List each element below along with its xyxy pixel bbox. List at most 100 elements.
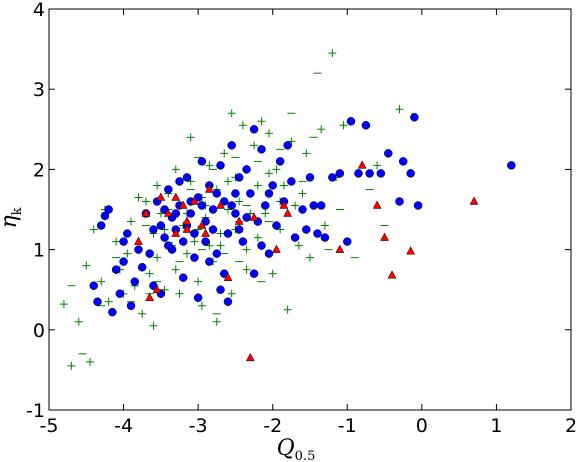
data-point-circle — [193, 293, 203, 302]
data-point-plus — [253, 181, 262, 190]
data-point-triangle — [249, 212, 259, 221]
data-point-plus — [145, 269, 154, 278]
data-point-circle — [261, 201, 270, 210]
data-point-circle — [413, 201, 423, 210]
data-point-circle — [328, 173, 337, 182]
data-point-circle — [264, 249, 274, 258]
data-point-plus — [395, 105, 404, 114]
data-point-circle — [335, 169, 345, 178]
data-point-circle — [197, 157, 207, 166]
data-point-circle — [164, 241, 173, 250]
data-point-triangle — [335, 244, 345, 253]
data-point-plus — [171, 165, 180, 174]
data-point-circle — [156, 221, 166, 230]
data-point-plus — [175, 289, 184, 298]
data-point-circle — [190, 229, 199, 238]
x-axis-label: Q0.5 — [277, 436, 316, 462]
data-point-plus — [205, 161, 214, 170]
data-point-circle — [126, 301, 136, 310]
data-point-plus — [216, 229, 225, 238]
data-point-circle — [354, 169, 363, 178]
data-point-circle — [108, 307, 117, 317]
data-point-circle — [100, 211, 110, 221]
data-point-circle — [287, 177, 296, 186]
y-tick-label: 1 — [33, 240, 45, 262]
data-point-triangle — [201, 228, 211, 237]
data-point-plus — [306, 253, 314, 262]
data-point-circle — [398, 157, 408, 166]
data-point-plus — [283, 305, 292, 314]
data-point-plus — [67, 361, 76, 370]
data-point-triangle — [223, 272, 233, 281]
data-point-plus — [235, 197, 244, 206]
data-point-circle — [234, 225, 244, 234]
data-point-plus — [317, 125, 326, 134]
data-point-plus — [302, 149, 311, 158]
data-point-circle — [249, 125, 259, 134]
data-point-circle — [231, 189, 240, 198]
data-point-plus — [104, 297, 113, 306]
x-tick-label: -4 — [114, 415, 133, 437]
data-point-plus — [153, 181, 162, 190]
data-point-plus — [112, 237, 121, 246]
data-point-plus — [220, 149, 229, 158]
data-point-circle — [246, 189, 255, 198]
data-point-triangle — [279, 200, 289, 209]
data-point-triangle — [189, 196, 199, 205]
data-point-circle — [212, 189, 222, 198]
data-point-circle — [272, 221, 281, 230]
data-point-circle — [134, 245, 143, 254]
x-tick-label: 0 — [416, 415, 428, 437]
data-point-plus — [294, 241, 303, 250]
data-point-circle — [507, 161, 516, 170]
data-point-circle — [268, 181, 277, 190]
data-point-triangle — [178, 200, 188, 209]
data-point-circle — [395, 197, 404, 206]
series-triangle — [134, 160, 479, 362]
data-point-circle — [205, 257, 214, 266]
data-point-circle — [223, 297, 233, 306]
data-point-circle — [197, 201, 207, 210]
data-point-plus — [127, 217, 136, 226]
data-point-plus — [141, 197, 150, 206]
data-point-plus — [250, 141, 259, 150]
data-point-circle — [164, 185, 173, 194]
data-point-circle — [186, 209, 195, 218]
data-point-plus — [261, 209, 270, 218]
data-point-circle — [182, 173, 192, 182]
data-point-circle — [343, 237, 352, 246]
data-point-triangle — [197, 220, 207, 229]
data-point-circle — [290, 233, 300, 242]
data-point-triangle — [141, 208, 151, 217]
data-point-circle — [275, 157, 285, 166]
data-point-circle — [361, 121, 371, 130]
data-point-plus — [264, 169, 273, 178]
data-point-plus — [238, 121, 247, 130]
data-point-triangle — [216, 200, 225, 209]
x-tick-label: -2 — [263, 415, 282, 437]
data-point-circle — [104, 205, 113, 214]
data-point-plus — [227, 289, 236, 298]
y-tick-label: -1 — [26, 400, 45, 422]
data-point-plus — [182, 249, 191, 258]
data-point-circle — [89, 281, 98, 290]
data-point-circle — [216, 161, 225, 170]
data-point-plus — [253, 233, 262, 242]
data-point-circle — [376, 169, 386, 178]
data-point-circle — [119, 257, 128, 266]
data-point-plus — [197, 301, 206, 310]
data-point-plus — [86, 357, 95, 366]
data-point-plus — [89, 225, 98, 234]
x-tick-label: 1 — [490, 415, 502, 437]
data-point-circle — [96, 221, 106, 230]
x-tick-label: -5 — [40, 415, 59, 437]
data-point-circle — [160, 233, 169, 242]
data-point-circle — [201, 237, 210, 246]
data-point-circle — [309, 201, 318, 210]
data-point-circle — [238, 237, 248, 246]
data-point-circle — [123, 229, 132, 238]
data-point-plus — [186, 133, 195, 142]
data-point-triangle — [272, 244, 281, 253]
data-point-circle — [320, 233, 330, 242]
data-point-circle — [305, 173, 315, 182]
